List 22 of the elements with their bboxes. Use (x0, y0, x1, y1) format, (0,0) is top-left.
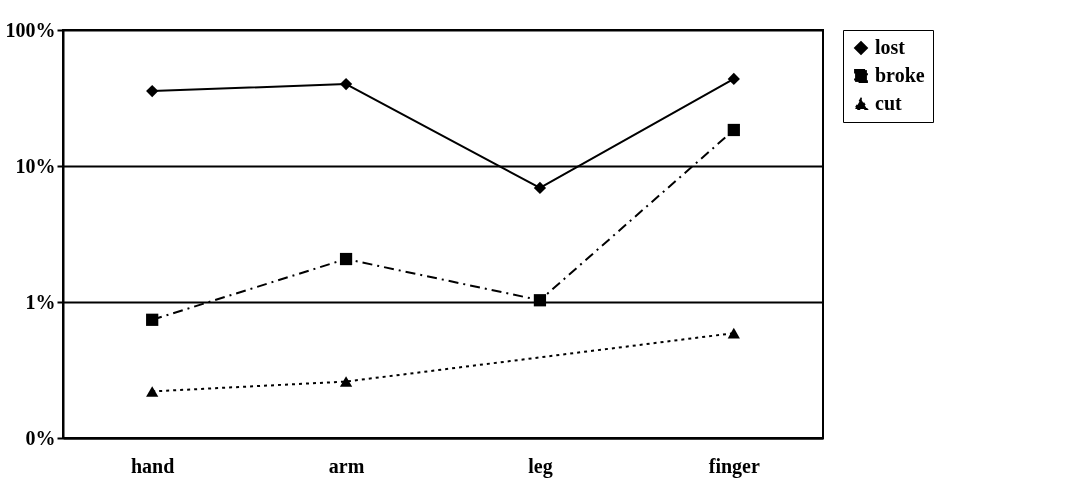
point (339, 78, 353, 91)
point (146, 386, 159, 397)
point (146, 313, 159, 326)
point (727, 327, 740, 339)
legend-label: cut (875, 92, 902, 114)
legend-label: lost (875, 36, 906, 58)
y-tick-label: 1% (25, 290, 56, 313)
y-tick-label: 100% (5, 18, 56, 41)
point (339, 376, 353, 387)
point (533, 294, 547, 307)
point (727, 123, 740, 137)
legend-label: broke (875, 64, 925, 86)
x-tick-label: leg (528, 454, 553, 478)
point (533, 181, 547, 195)
point (339, 252, 353, 266)
x-tick-label: finger (708, 454, 760, 478)
point (146, 84, 159, 98)
x-tick-label: arm (328, 454, 365, 477)
point (727, 72, 740, 86)
x-tick-label: hand (131, 454, 175, 477)
y-tick-label: 10% (15, 154, 56, 177)
y-tick-label: 0% (25, 426, 56, 449)
